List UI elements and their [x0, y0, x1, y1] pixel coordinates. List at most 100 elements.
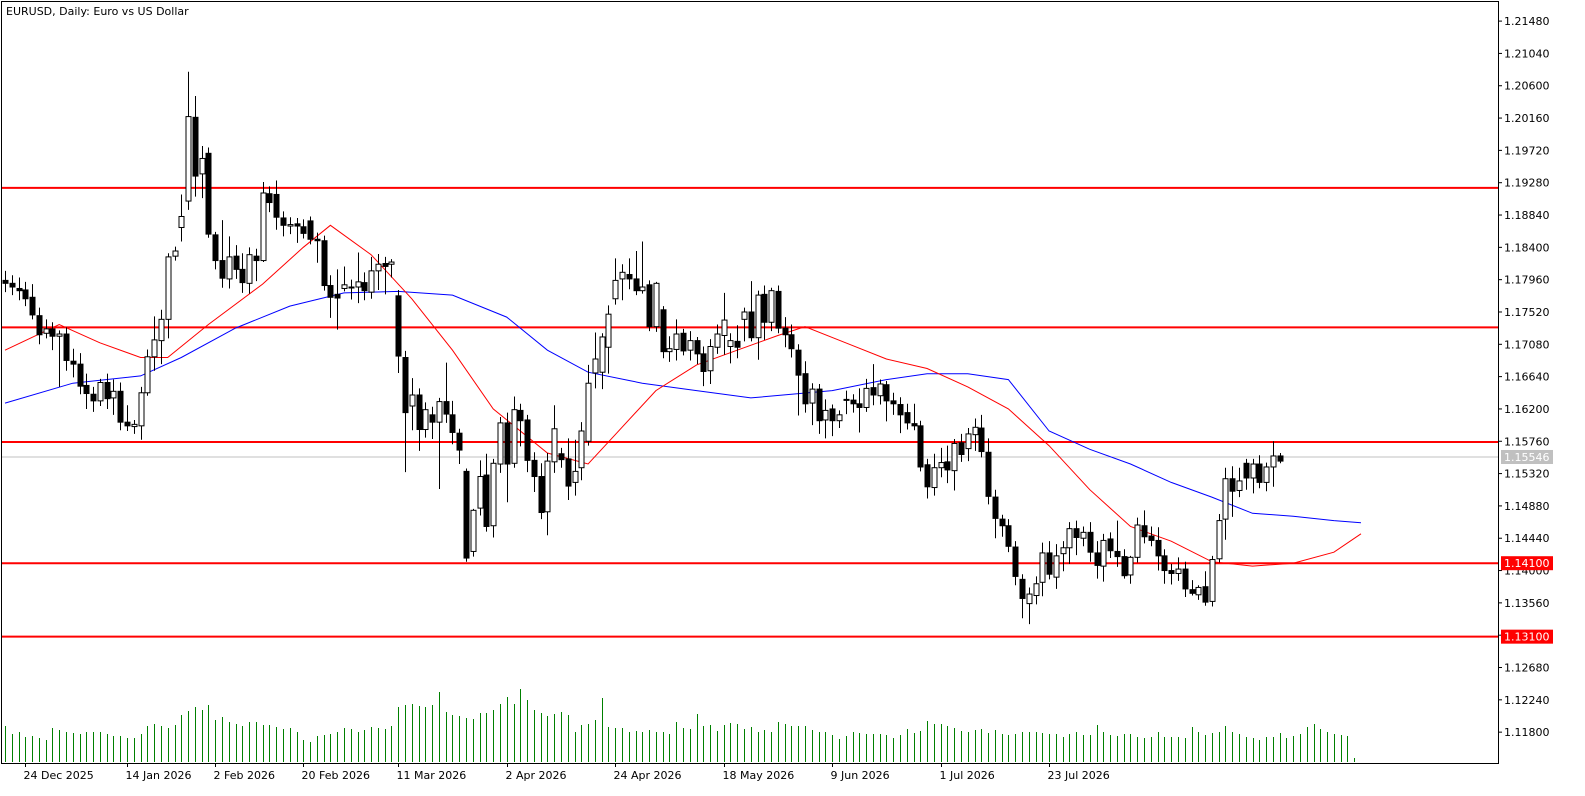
candle [788, 324, 795, 358]
bull-candle-body [1195, 586, 1202, 596]
candle [429, 406, 436, 440]
bear-candle-body [314, 238, 321, 242]
bear-candle-body [917, 425, 924, 468]
bull-candle-body [497, 422, 504, 465]
bear-candle-body [219, 260, 226, 279]
candle [1148, 526, 1155, 547]
plot-frame [1, 1, 1499, 764]
candle [639, 241, 646, 294]
candle [972, 418, 979, 451]
price-tick-label: 1.20600 [1504, 80, 1550, 93]
candle [77, 353, 84, 395]
bull-candle-body [151, 339, 158, 358]
candle [422, 402, 429, 438]
price-tick-label: 1.15320 [1504, 468, 1550, 481]
bear-candle-body [992, 496, 999, 519]
time-axis[interactable]: 24 Dec 2025 14 Jan 2026 2 Feb 2026 20 Feb 2… [24, 763, 1110, 782]
bear-candle-body [117, 390, 124, 423]
candle [409, 378, 416, 431]
candle [1060, 541, 1067, 572]
candle [280, 211, 287, 237]
candle [795, 344, 802, 416]
bear-candle-body [924, 464, 931, 488]
bear-candle-body [402, 357, 409, 414]
current-price-label-box [1501, 449, 1553, 464]
candle [714, 324, 721, 354]
bull-candle-body [863, 387, 870, 408]
candle [911, 403, 918, 431]
candle [768, 287, 775, 332]
bull-candle-body [1270, 455, 1277, 468]
bull-candle-body [1250, 463, 1257, 479]
bear-candle-body [1155, 539, 1162, 557]
candle [90, 386, 97, 412]
candle [402, 350, 409, 473]
candle [1033, 576, 1040, 605]
bear-candle-body [327, 285, 334, 298]
candle [368, 256, 375, 299]
candle [294, 217, 301, 243]
candle [1161, 549, 1168, 584]
candle [1243, 458, 1250, 490]
candle [1012, 541, 1019, 586]
bear-candle-body [1141, 525, 1148, 538]
bull-candle-body [1216, 520, 1223, 560]
bull-candle-body [822, 409, 829, 421]
bull-candle-body [836, 414, 843, 422]
level-label: 1.14100 [1504, 557, 1550, 570]
bull-candle-body [1060, 547, 1067, 555]
bear-candle-body [83, 384, 90, 395]
candle [666, 336, 673, 362]
bull-candle-body [199, 157, 206, 175]
price-axis[interactable]: 1.21480 1.21040 1.20600 1.20160 1.19720 1.192… [1498, 15, 1553, 739]
level-label-box [1501, 556, 1553, 571]
candle [212, 231, 219, 270]
candle [511, 396, 518, 468]
candle [572, 439, 579, 496]
bull-candle-body [144, 356, 151, 394]
candle [2, 270, 9, 293]
price-tick-label: 1.21480 [1504, 15, 1550, 28]
bear-candle-body [816, 388, 823, 422]
bull-candle-body [165, 256, 172, 320]
candle [755, 290, 762, 360]
bear-candle-body [856, 403, 863, 408]
candle [314, 232, 321, 263]
time-tick-label: 18 May 2026 [723, 769, 795, 782]
candle [16, 277, 23, 301]
candle [29, 284, 36, 320]
bear-candle-body [1121, 556, 1128, 577]
price-tick-label: 1.16200 [1504, 403, 1550, 416]
candle [463, 468, 470, 562]
bull-candle-body [409, 394, 416, 407]
candle [917, 420, 924, 472]
candle [36, 307, 43, 345]
candle [1168, 563, 1175, 585]
candle [565, 438, 572, 501]
candle [1114, 520, 1121, 567]
bear-candle-body [334, 293, 341, 299]
candle [660, 306, 667, 359]
bull-candle-body [687, 340, 694, 351]
candle [382, 256, 389, 295]
bear-candle-body [429, 414, 436, 423]
candle [951, 439, 958, 491]
candle [592, 332, 599, 389]
bear-candle-body [49, 328, 56, 337]
candle [266, 186, 273, 213]
bear-candle-body [2, 279, 9, 284]
candle [531, 452, 538, 492]
bull-candle-body [1100, 539, 1107, 567]
bull-candle-body [375, 263, 382, 272]
candle [355, 252, 362, 304]
bear-candle-body [1229, 478, 1236, 492]
bull-candle-body [1066, 528, 1073, 549]
candle [802, 361, 809, 413]
current-price-label: 1.15546 [1504, 451, 1550, 464]
bear-candle-body [239, 268, 246, 284]
candle [273, 180, 280, 230]
bear-candle-body [911, 423, 918, 427]
candle [1155, 527, 1162, 571]
candle [395, 289, 402, 373]
candle [307, 216, 314, 245]
